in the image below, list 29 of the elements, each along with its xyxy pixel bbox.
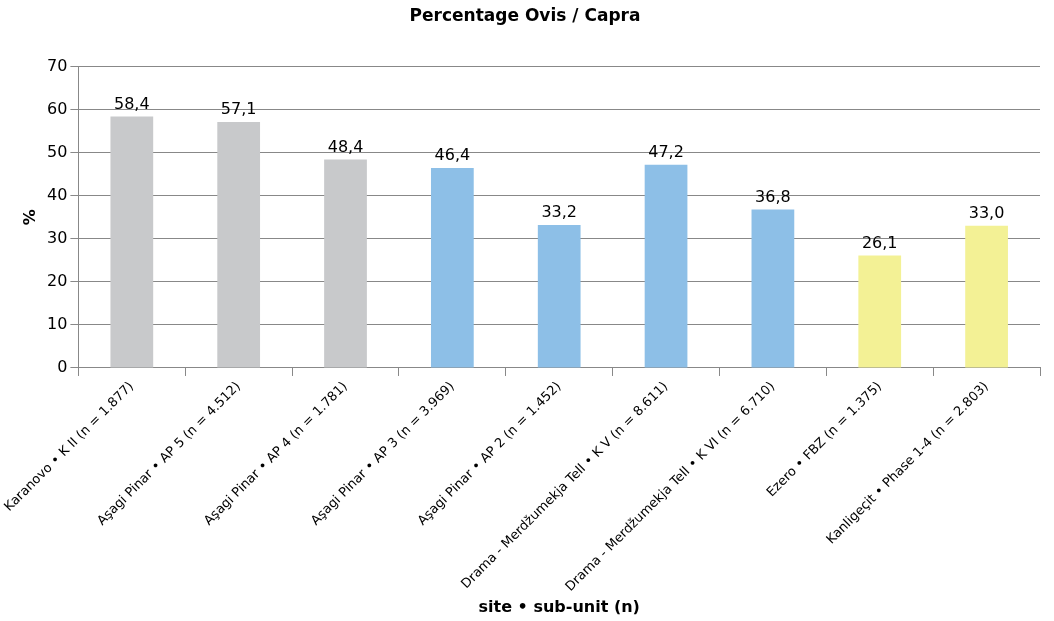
bar (217, 121, 261, 368)
data-label: 46,4 (434, 145, 471, 165)
data-label: 47,2 (648, 141, 684, 161)
data-label: 58,4 (114, 93, 150, 113)
bar (430, 168, 474, 368)
y-tick-label: 30 (47, 227, 68, 247)
bar (644, 164, 688, 368)
y-tick-label: 70 (47, 55, 68, 75)
chart-title: Percentage Ovis / Capra (409, 4, 641, 25)
y-tick-label: 50 (47, 141, 68, 161)
y-tick-label: 10 (47, 314, 68, 334)
y-tick-label: 0 (57, 357, 68, 377)
y-axis-title: % (19, 209, 39, 226)
bar (858, 255, 902, 368)
data-label: 26,1 (861, 232, 898, 252)
y-tick-label: 60 (47, 98, 68, 118)
bar (751, 209, 795, 368)
y-tick-label: 40 (47, 184, 68, 204)
bar (965, 225, 1008, 368)
bar (537, 224, 581, 368)
bar (110, 116, 154, 368)
data-label: 48,4 (327, 136, 364, 156)
x-axis-title: site • sub-unit (n) (478, 596, 640, 616)
data-label: 57,1 (220, 99, 257, 119)
data-label: 33,0 (968, 202, 1005, 222)
data-label: 36,8 (755, 186, 791, 206)
y-tick-label: 20 (47, 270, 68, 290)
data-label: 33,2 (541, 202, 578, 222)
bar (324, 159, 367, 368)
